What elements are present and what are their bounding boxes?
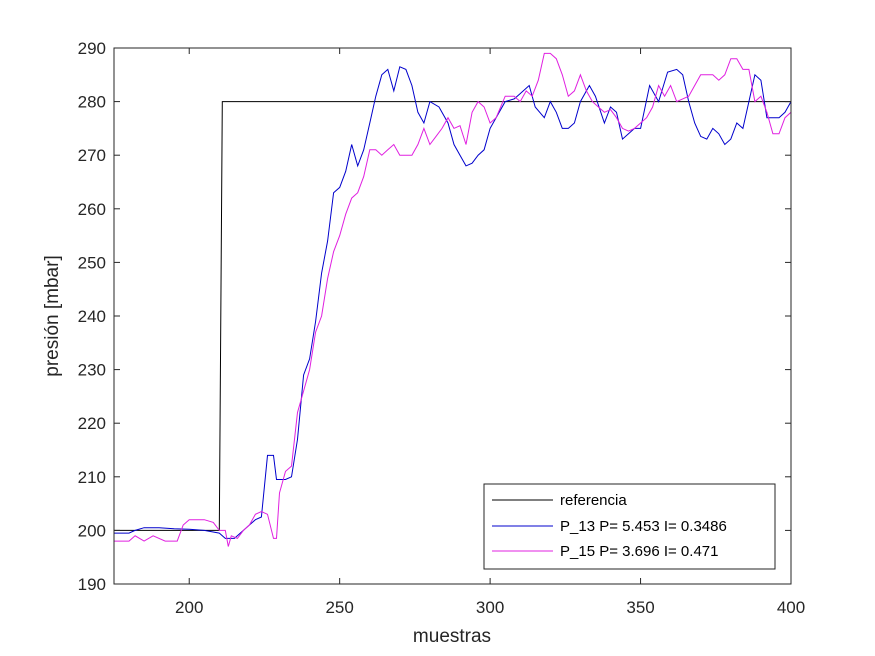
y-tick-label-0: 190	[78, 575, 106, 594]
x-tick-label-3: 350	[626, 598, 654, 617]
x-tick-label-1: 250	[325, 598, 353, 617]
tick-labels-layer: 200 250 300 350 400 190 200 210 220 230 240 250 260 2…	[78, 39, 806, 617]
ticks-layer	[114, 47, 792, 585]
legend-label-referencia: referencia	[560, 492, 627, 509]
legend-label-p15: P_15 P= 3.696 I= 0.471	[560, 543, 718, 560]
y-tick-label-8: 270	[78, 146, 106, 165]
legend-label-p13: P_13 P= 5.453 I= 0.3486	[560, 518, 727, 535]
y-tick-label-10: 290	[78, 39, 106, 58]
series-line-2	[114, 52, 792, 547]
y-axis-title: presión [mbar]	[42, 255, 63, 376]
series-line-1	[114, 66, 792, 539]
x-axis-title: muestras	[413, 626, 491, 647]
x-tick-label-4: 400	[777, 598, 805, 617]
x-tick-label-2: 300	[476, 598, 504, 617]
y-tick-label-2: 210	[78, 468, 106, 487]
x-tick-label-0: 200	[175, 598, 203, 617]
y-tick-label-7: 260	[78, 200, 106, 219]
y-tick-label-4: 230	[78, 361, 106, 380]
legend: referencia P_13 P= 5.453 I= 0.3486 P_15 …	[483, 483, 776, 570]
y-tick-label-6: 250	[78, 253, 106, 272]
y-tick-label-1: 200	[78, 521, 106, 540]
series-layer	[114, 52, 792, 547]
y-tick-label-5: 240	[78, 307, 106, 326]
y-tick-label-9: 280	[78, 93, 106, 112]
y-tick-label-3: 220	[78, 414, 106, 433]
